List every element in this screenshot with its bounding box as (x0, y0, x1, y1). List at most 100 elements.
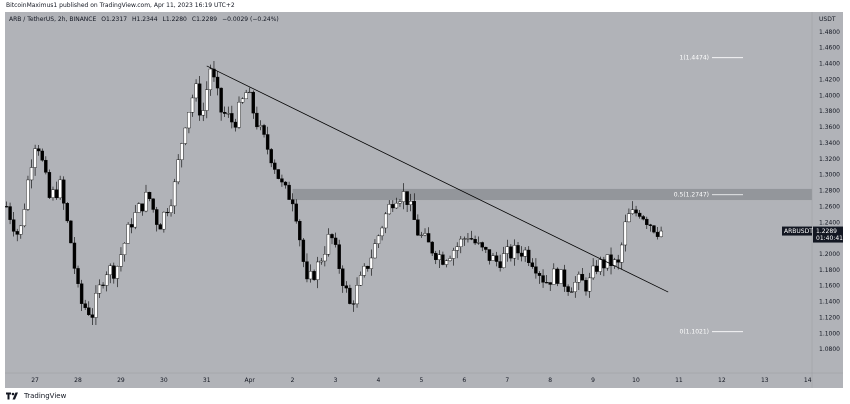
candle-body (54, 189, 59, 199)
candle-body (294, 203, 298, 222)
candle-body (47, 172, 52, 198)
candle (276, 169, 281, 180)
candle (512, 239, 517, 266)
candle-body (76, 268, 80, 284)
price-tick-label: 1.2800 (819, 188, 840, 195)
candle (269, 148, 273, 168)
candle (548, 282, 552, 291)
candle (54, 181, 59, 200)
candle (26, 175, 30, 211)
candle-body (462, 238, 467, 240)
candle-body (580, 273, 585, 281)
candle (341, 265, 345, 293)
candle-body (290, 199, 295, 205)
candle-body (484, 246, 488, 250)
candle (108, 263, 112, 284)
candle (577, 271, 581, 290)
candle (487, 249, 492, 265)
candle-body (255, 112, 259, 128)
candle (137, 202, 141, 213)
candle (101, 282, 105, 289)
candle (326, 228, 331, 257)
tradingview-logo-icon (6, 392, 18, 399)
candle-body (448, 258, 452, 261)
candle (244, 89, 248, 100)
candle-body (108, 265, 112, 276)
candle (62, 176, 66, 210)
candle (409, 193, 413, 212)
candle-body (172, 181, 177, 207)
candle (469, 230, 474, 241)
candle (627, 208, 631, 223)
candlestick-chart[interactable]: 1(1.4474) 0.5(1.2747) 0(1.1021) USDT 1.080… (5, 12, 843, 388)
candle (122, 242, 127, 262)
chart-frame[interactable]: 1(1.4474) 0.5(1.2747) 0(1.1021) USDT 1.080… (5, 12, 843, 388)
candle-body (548, 282, 552, 285)
candle-body (308, 271, 313, 280)
symbol-title[interactable]: ARB / TetherUS, 2h, BINANCE (9, 16, 97, 23)
candle (90, 308, 95, 325)
candle-body (140, 203, 145, 212)
candle-body (104, 274, 109, 286)
candle-body (362, 265, 366, 276)
candle (459, 235, 463, 254)
candle (519, 246, 524, 262)
candle-body (187, 112, 191, 129)
price-tick-label: 1.1400 (819, 299, 840, 306)
candle-body (337, 244, 341, 269)
candle-body (119, 254, 123, 267)
candle-body (645, 218, 649, 225)
candle (387, 200, 391, 215)
candle (355, 277, 359, 308)
candle (255, 106, 259, 130)
candle (527, 246, 531, 267)
candle (634, 205, 638, 217)
time-tick-label: 29 (117, 377, 125, 384)
candle (44, 156, 48, 175)
candle-body (65, 203, 69, 222)
candle-body (373, 243, 377, 259)
candle (230, 105, 234, 129)
candle-body (569, 291, 574, 293)
candle (362, 263, 366, 278)
candle-body (158, 224, 162, 230)
price-tick-label: 1.3000 (819, 172, 840, 179)
candle-body (165, 211, 170, 214)
candle (434, 250, 438, 265)
candle (383, 212, 388, 234)
candle-body (516, 245, 520, 254)
candle-body (383, 213, 388, 229)
candle (562, 264, 567, 292)
candle-body (273, 162, 277, 170)
candle (172, 178, 177, 215)
candle-body (534, 266, 538, 274)
candle (158, 223, 162, 230)
candle (190, 94, 195, 117)
price-tick-label: 1.4400 (819, 61, 840, 68)
time-tick-label: 28 (74, 377, 82, 384)
candle-body (269, 149, 273, 164)
candle (115, 265, 120, 288)
descending-trendline[interactable] (206, 65, 669, 293)
candle-body (659, 230, 663, 237)
candle (176, 154, 180, 185)
candle (534, 258, 538, 279)
candle-body (598, 259, 602, 272)
candle (248, 87, 252, 94)
bar-countdown: 01:40:41 (816, 235, 843, 242)
candle-body (487, 249, 492, 261)
candle (162, 211, 166, 233)
candle (398, 199, 402, 207)
candle-body (180, 143, 184, 160)
candle-body (258, 125, 263, 128)
candle (394, 197, 399, 209)
candle (22, 203, 27, 228)
candle-body (62, 179, 66, 204)
candle-body (79, 283, 84, 304)
candle-body (215, 76, 220, 89)
candle-body (344, 285, 349, 289)
tradingview-footer[interactable]: TradingView (5, 389, 66, 402)
candle (316, 256, 320, 289)
ohlc-low: L1.2280 (162, 16, 187, 23)
candle-body (376, 235, 381, 244)
